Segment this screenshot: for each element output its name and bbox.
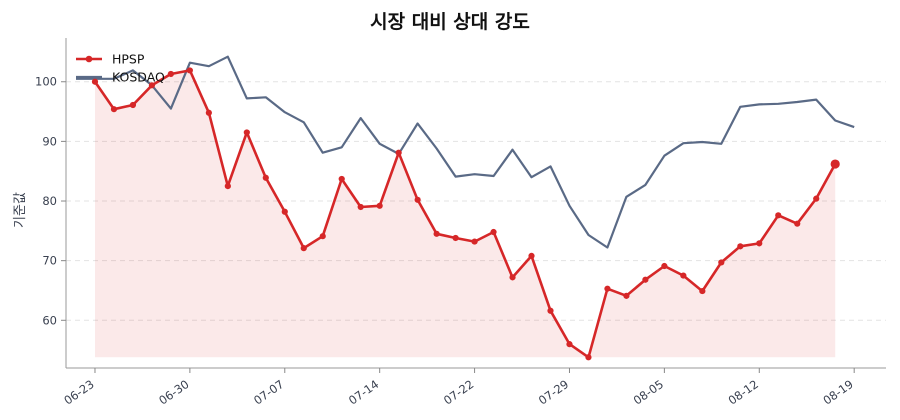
x-tick-label: 08-12 [726,377,761,408]
hpsp-point [794,220,801,227]
y-tick-label: 60 [42,313,57,327]
x-tick-label: 06-30 [156,377,191,408]
y-tick-label: 80 [42,194,57,208]
hpsp-point [585,354,592,361]
y-ticks: 60 70 80 90 100 [35,75,66,327]
gridlines [66,81,886,321]
axes [65,38,886,369]
hpsp-point [737,243,744,250]
y-tick-label: 70 [42,254,57,268]
hpsp-point [642,276,649,283]
x-tick-label: 08-19 [820,377,855,408]
hpsp-point [338,175,345,183]
hpsp-area [95,70,836,358]
y-tick-label: 90 [42,134,57,148]
hpsp-point [224,183,231,190]
hpsp-point [167,70,174,78]
hpsp-point [186,67,193,74]
hpsp-point [509,274,516,281]
hpsp-point [319,233,326,240]
hpsp-point [623,292,630,299]
series-points [91,67,840,361]
chart-title: 시장 대비 상대 강도 [370,11,530,33]
hpsp-point [205,109,212,116]
hpsp-point [376,202,383,209]
y-tick-label: 100 [35,75,57,89]
hpsp-point [471,238,478,245]
legend: HPSP KOSDAQ [76,52,165,85]
legend-hpsp-label: HPSP [112,52,145,67]
x-tick-label: 07-29 [536,377,571,408]
legend-hpsp-marker [85,55,93,63]
hpsp-point [661,262,668,270]
hpsp-point [357,203,364,211]
x-ticks: 06-23 06-30 07-07 07-14 07-22 07-29 08-05 08-12… [61,368,856,408]
hpsp-point [604,285,611,292]
x-tick-label: 06-23 [61,377,96,408]
hpsp-point [414,196,421,203]
hpsp-point [148,82,156,89]
hpsp-point [699,287,706,295]
x-tick-label: 07-14 [346,377,381,408]
hpsp-point [243,129,250,136]
hpsp-point [110,106,118,113]
hpsp-point [528,252,535,259]
hpsp-point [566,341,573,348]
hpsp-point [395,149,402,156]
hpsp-point [281,208,288,215]
hpsp-point [490,228,497,236]
hpsp-point [813,195,820,202]
legend-kosdaq-label: KOSDAQ [112,70,165,85]
x-tick-label: 07-07 [251,377,286,408]
hpsp-point [129,101,137,109]
hpsp-line [93,69,837,359]
hpsp-point [433,230,440,237]
series-lines [76,55,855,359]
hpsp-point [775,212,782,219]
kosdaq-line [76,55,855,249]
hpsp-point [300,245,307,252]
hpsp-point [756,240,763,247]
hpsp-point [262,174,269,181]
y-axis-label: 기준값 [13,192,28,228]
hpsp-point [547,307,554,314]
hpsp-point [452,234,459,242]
x-tick-label: 08-05 [631,377,666,408]
x-tick-label: 07-22 [441,377,476,408]
hpsp-point [91,78,99,85]
hpsp-fill-area [95,70,836,358]
hpsp-point [680,272,687,279]
hpsp-point [718,259,725,266]
hpsp-point [830,159,840,169]
